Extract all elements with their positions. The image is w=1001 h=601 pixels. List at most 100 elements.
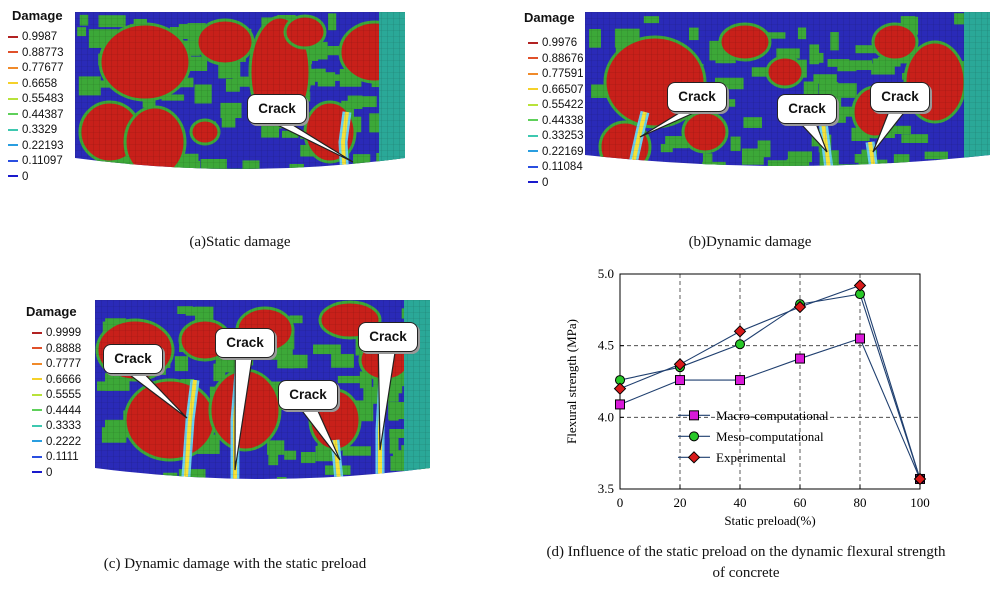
- legend-title: Damage: [26, 304, 77, 319]
- data-point-diamond: [687, 451, 701, 464]
- data-point-diamond: [733, 325, 747, 338]
- legend-label: Experimental: [716, 450, 786, 465]
- legend-value: 0.6658: [22, 77, 58, 90]
- legend-entry: 0.33253: [528, 129, 584, 143]
- legend-value: 0.7777: [46, 358, 82, 370]
- legend-entry: 0.6658: [8, 77, 57, 91]
- legend-entry: 0.3333: [32, 419, 81, 433]
- legend-value: 0.3333: [46, 420, 82, 432]
- legend-swatch: [528, 57, 538, 60]
- legend-value: 0.22193: [22, 139, 64, 152]
- legend-swatch: [32, 393, 42, 396]
- y-tick-label: 4.0: [598, 409, 614, 424]
- legend-swatch: [528, 119, 538, 122]
- series-line-circle: [619, 293, 921, 480]
- legend-entry: 0.1111: [32, 450, 79, 464]
- caption-a: (a)Static damage: [189, 234, 291, 250]
- x-tick-label: 100: [910, 495, 930, 510]
- legend-value: 0.2222: [46, 435, 82, 448]
- legend-swatch: [8, 175, 18, 178]
- x-tick-label: 0: [617, 495, 624, 510]
- legend-entry: 0.8888: [32, 342, 81, 356]
- legend-swatch: [32, 440, 42, 443]
- legend-entry: 0: [32, 466, 52, 480]
- legend-swatch: [8, 51, 18, 54]
- dynamic-damage-contour: Crack Crack Crack: [585, 12, 990, 177]
- legend-swatch: [32, 378, 42, 381]
- legend-value: 0.9987: [22, 31, 58, 43]
- legend-entry: 0.44338: [528, 114, 584, 128]
- legend-entry: 0.44387: [8, 108, 64, 122]
- caption-d-line1: (d) Influence of the static preload on t…: [546, 544, 946, 560]
- legend-swatch: [528, 72, 538, 75]
- legend-entry: 0.55483: [8, 92, 64, 106]
- y-tick-label: 4.5: [598, 338, 614, 353]
- legend-entry: 0.11084: [528, 160, 583, 174]
- data-point-diamond: [613, 382, 627, 395]
- crack-callout: Crack: [870, 82, 930, 112]
- legend-value: 0.77677: [22, 62, 64, 74]
- legend-swatch: [8, 66, 18, 69]
- legend-value: 0.44338: [542, 114, 584, 127]
- flexural-strength-chart: 0 20 40 60 80 100 3.5 4.0 4.5 5.0 Static preload(%…: [564, 266, 930, 528]
- data-point-diamond: [853, 279, 867, 292]
- legend-value: 0.11097: [22, 155, 63, 167]
- caption-b: (b)Dynamic damage: [688, 234, 812, 250]
- legend-value: 0: [542, 176, 549, 189]
- panel-d: 0 20 40 60 80 100 3.5 4.0 4.5 5.0 Static preload(%…: [540, 262, 980, 539]
- legend-entry: 0.77677: [8, 61, 64, 75]
- legend-value: 0.1111: [46, 451, 79, 463]
- legend-value: 0.88676: [542, 52, 584, 65]
- legend-entry: 0.4444: [32, 404, 81, 418]
- data-point-square: [735, 375, 745, 386]
- legend-value: 0: [46, 466, 53, 479]
- legend-entry: 0.2222: [32, 435, 81, 449]
- y-tick-label: 3.5: [598, 481, 614, 496]
- caption-d-line2: of concrete: [712, 565, 780, 581]
- legend-entry: 0.7777: [32, 357, 81, 371]
- legend-value: 0.9976: [542, 37, 578, 49]
- legend-value: 0.77591: [542, 68, 584, 80]
- x-axis-label: Static preload(%): [724, 513, 815, 528]
- crack-callout: Crack: [103, 344, 163, 374]
- legend-entry: 0.88676: [528, 52, 584, 66]
- legend-value: 0.33253: [542, 130, 584, 142]
- legend-value: 0.55422: [542, 99, 584, 111]
- series-line-square: [619, 337, 921, 480]
- crack-callout: Crack: [777, 94, 837, 124]
- x-tick-label: 40: [734, 495, 747, 510]
- legend-swatch: [8, 97, 18, 100]
- legend-entry: 0.11097: [8, 154, 63, 168]
- data-point-square: [795, 353, 805, 364]
- legend-entry: 0: [528, 176, 548, 190]
- legend-swatch: [528, 88, 538, 91]
- legend-value: 0.22169: [542, 145, 584, 158]
- data-point-diamond: [913, 472, 927, 486]
- legend-value: 0: [22, 170, 29, 183]
- legend-swatch: [8, 35, 18, 38]
- legend-swatch: [528, 165, 538, 168]
- data-point-square: [675, 375, 685, 386]
- caption-c: (c) Dynamic damage with the static prelo…: [103, 556, 367, 572]
- legend-swatch: [528, 181, 538, 184]
- crack-callout: Crack: [278, 380, 338, 410]
- y-axis-label: Flexural strength (MPa): [564, 319, 579, 444]
- data-point-circle: [735, 339, 745, 350]
- legend-value: 0.44387: [22, 108, 64, 121]
- legend-value: 0.6666: [46, 373, 82, 386]
- legend-value: 0.9999: [46, 327, 82, 339]
- legend-value: 0.5555: [46, 389, 82, 401]
- legend-swatch: [528, 41, 538, 44]
- legend-swatch: [8, 82, 18, 85]
- legend-swatch: [8, 113, 18, 116]
- legend-value: 0.8888: [46, 342, 82, 355]
- legend-entry: 0.22193: [8, 139, 64, 153]
- preload-dynamic-damage-contour: Crack Crack Crack Crack: [95, 300, 430, 490]
- legend-swatch: [8, 144, 18, 147]
- legend-entry: 0.66507: [528, 83, 584, 97]
- legend-entry: 0.22169: [528, 145, 584, 159]
- legend-value: 0.55483: [22, 93, 64, 105]
- legend-entry: 0.3329: [8, 123, 57, 137]
- legend-swatch: [528, 134, 538, 137]
- legend-swatch: [32, 471, 42, 474]
